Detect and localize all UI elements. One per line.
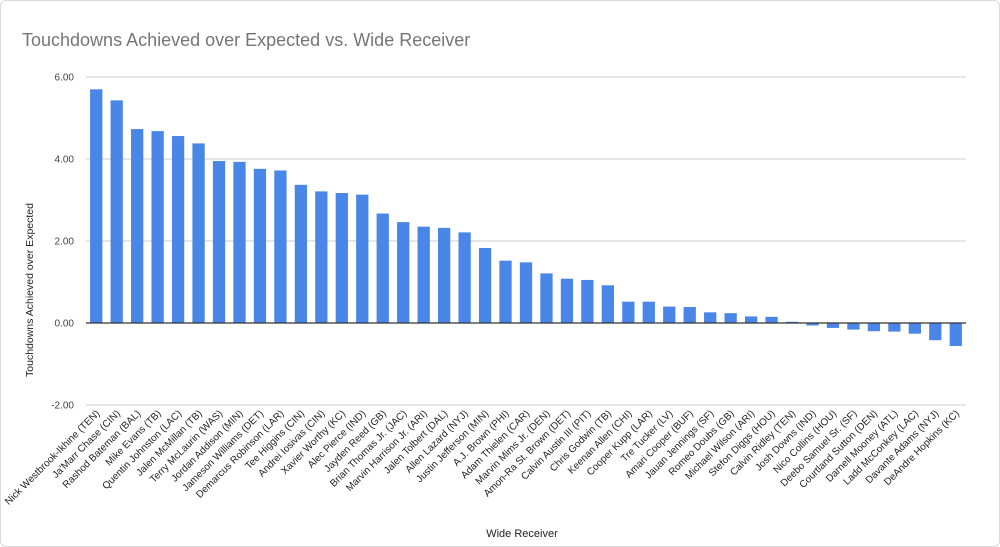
bar (151, 131, 164, 323)
bar (908, 323, 921, 334)
bar (90, 89, 103, 323)
bar (253, 168, 267, 323)
bar (826, 323, 840, 328)
bar (622, 301, 635, 323)
y-tick-label: -2.00 (51, 401, 74, 412)
bar (601, 285, 614, 323)
bar (581, 279, 594, 323)
bar (642, 301, 655, 323)
bar (540, 273, 553, 323)
bar (888, 323, 901, 332)
y-tick-label: 2.00 (55, 237, 75, 248)
bar (233, 161, 246, 323)
bar (683, 307, 696, 323)
bar (560, 278, 574, 323)
bars (90, 89, 962, 346)
bar (192, 143, 205, 323)
bar (131, 129, 144, 323)
bar (417, 226, 430, 323)
bar (867, 323, 881, 332)
bar (704, 312, 717, 323)
bar (110, 100, 123, 324)
bar (171, 136, 185, 323)
x-axis-label: Wide Receiver (486, 528, 558, 540)
bar (356, 194, 369, 323)
x-axis-categories: Nick Westbrook-Ikhine (TEN)Ja'Marr Chase… (3, 408, 962, 507)
bar (397, 222, 410, 323)
y-axis-ticks: 6.00 4.00 2.00 0.00 -2.00 (51, 73, 74, 412)
bar (949, 323, 962, 346)
bar (929, 323, 942, 341)
bar (478, 247, 492, 323)
bar (663, 306, 676, 323)
bar (499, 260, 512, 323)
bar (744, 316, 758, 323)
bar (376, 213, 389, 323)
bar (519, 262, 533, 323)
bar (274, 170, 287, 323)
bar (438, 227, 451, 323)
bar (724, 313, 737, 323)
bar (212, 161, 226, 323)
y-tick-label: 4.00 (55, 155, 75, 166)
bar (847, 323, 860, 330)
bar (765, 316, 778, 323)
bar (335, 193, 348, 323)
y-tick-label: 6.00 (55, 73, 75, 84)
bar (806, 323, 819, 326)
chart-title: Touchdowns Achieved over Expected vs. Wi… (22, 30, 471, 50)
bar (294, 184, 308, 323)
y-tick-label: 0.00 (55, 319, 75, 330)
bar (458, 232, 471, 323)
bar (785, 321, 799, 323)
bar (315, 191, 328, 323)
